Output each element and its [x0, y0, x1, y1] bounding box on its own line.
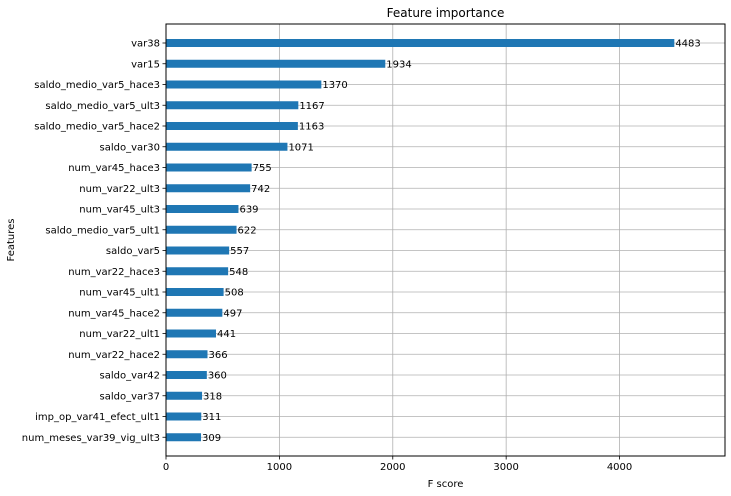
bar — [166, 122, 298, 130]
x-tick-label: 4000 — [607, 462, 632, 473]
y-tick-label: var38 — [131, 39, 160, 50]
bar — [166, 59, 386, 68]
y-axis: var38 var15 saldo_medio_var5_hace3 saldo_me… — [22, 39, 166, 444]
y-tick-label: imp_op_var41_efect_ult1 — [35, 412, 160, 423]
bar — [166, 433, 202, 442]
bar — [166, 329, 217, 338]
bar-value-label: 1167 — [299, 101, 324, 112]
bar-value-label: 639 — [239, 205, 258, 216]
x-axis: 0 1000 2000 3000 4000 — [163, 456, 632, 473]
bar — [166, 288, 224, 296]
bar-value-label: 742 — [251, 184, 270, 195]
bar-value-label: 4483 — [675, 39, 700, 50]
y-tick-label: num_var22_hace2 — [68, 350, 160, 361]
bar — [166, 350, 208, 359]
y-tick-label: saldo_medio_var5_ult3 — [45, 101, 160, 112]
bar-value-label: 366 — [208, 350, 227, 361]
bar-labels: 4483 1934 1370 1167 1163 1071 755 742 639 622 557 5… — [202, 39, 701, 444]
y-tick-label: num_var22_hace3 — [68, 267, 160, 278]
y-tick-label: var15 — [131, 59, 160, 70]
bar-value-label: 622 — [238, 225, 257, 236]
y-tick-label: saldo_var42 — [100, 371, 160, 382]
bar — [166, 39, 675, 47]
x-tick-label: 0 — [163, 462, 169, 473]
bar-value-label: 360 — [208, 371, 227, 382]
y-tick-label: num_var22_ult3 — [79, 184, 160, 195]
x-tick-label: 1000 — [267, 462, 292, 473]
plot-frame — [165, 23, 726, 457]
bar-value-label: 309 — [202, 433, 221, 444]
y-axis-title: Features — [6, 219, 17, 262]
bar — [166, 267, 229, 276]
y-tick-label: num_var45_hace3 — [68, 163, 160, 174]
bar-value-label: 497 — [223, 308, 242, 319]
bar-value-label: 1163 — [299, 122, 324, 133]
y-tick-label: num_var45_hace2 — [68, 308, 160, 319]
y-tick-label: num_var45_ult1 — [79, 288, 160, 299]
chart-title: Feature importance — [387, 6, 505, 20]
y-tick-label: num_var45_ult3 — [79, 205, 160, 216]
x-axis-title: F score — [428, 479, 464, 490]
x-tick-label: 2000 — [380, 462, 405, 473]
bar — [166, 391, 203, 400]
y-tick-label: saldo_medio_var5_hace2 — [34, 122, 160, 133]
y-tick-label: saldo_var37 — [100, 391, 160, 402]
y-tick-label: saldo_var5 — [106, 246, 160, 257]
y-tick-label: saldo_medio_var5_hace3 — [34, 80, 160, 91]
y-tick-label: saldo_var30 — [100, 142, 160, 153]
bar-value-label: 755 — [253, 163, 272, 174]
x-tick-label: 3000 — [493, 462, 518, 473]
bar-value-label: 557 — [230, 246, 249, 257]
bar — [166, 205, 239, 213]
y-tick-label: num_var22_ult1 — [79, 329, 160, 340]
bar — [166, 371, 207, 379]
bar — [166, 163, 252, 172]
bar — [166, 246, 230, 255]
bar-value-label: 318 — [203, 391, 222, 402]
bar-value-label: 1071 — [288, 142, 313, 153]
bars — [166, 39, 675, 442]
bar — [166, 308, 223, 317]
bar — [166, 101, 299, 110]
bar-value-label: 441 — [217, 329, 236, 340]
bar-value-label: 311 — [202, 412, 221, 423]
bar — [166, 225, 237, 234]
bar — [166, 80, 322, 89]
bar-value-label: 508 — [225, 288, 244, 299]
y-tick-label: num_meses_var39_vig_ult3 — [22, 433, 160, 444]
grid — [165, 24, 725, 456]
bar-value-label: 548 — [229, 267, 248, 278]
bar — [166, 184, 251, 193]
bar — [166, 142, 288, 151]
bar-value-label: 1370 — [322, 80, 347, 91]
bar-value-label: 1934 — [386, 59, 411, 70]
y-tick-label: saldo_medio_var5_ult1 — [45, 225, 160, 236]
bar — [166, 412, 202, 421]
